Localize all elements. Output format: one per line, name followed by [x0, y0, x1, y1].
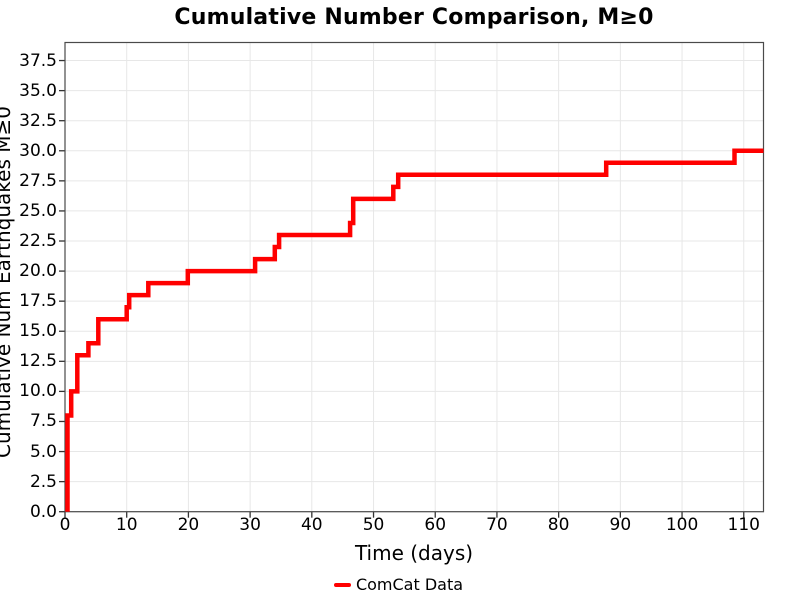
- y-tick-label: 7.5: [29, 411, 57, 432]
- y-tick-label: 22.5: [19, 231, 57, 251]
- x-tick-label: 100: [665, 515, 699, 535]
- legend-line-swatch: [333, 582, 351, 588]
- y-tick-label: 17.5: [19, 291, 57, 312]
- x-tick-label: 20: [177, 515, 200, 535]
- x-tick-label: 0: [59, 515, 71, 535]
- y-tick-label: 20.0: [19, 261, 57, 282]
- y-tick-label: 15.0: [19, 321, 57, 342]
- y-tick-label: 27.5: [19, 170, 57, 191]
- x-tick-label: 60: [424, 515, 447, 535]
- x-tick-label: 90: [609, 515, 632, 535]
- y-tick-label: 35.0: [19, 80, 57, 101]
- chart-title: Cumulative Number Comparison, M≥0: [174, 5, 654, 30]
- x-tick-label: 40: [300, 515, 323, 535]
- comcat-data-line: [65, 148, 764, 512]
- y-tick-label: 0.0: [29, 501, 57, 522]
- plot-border: [64, 41, 765, 513]
- x-tick-label: 30: [239, 515, 261, 535]
- y-tick-label: 37.5: [19, 50, 57, 71]
- legend-label: ComCat Data: [355, 575, 464, 594]
- y-tick-label: 30.0: [19, 140, 57, 161]
- x-tick-label: 50: [362, 515, 385, 535]
- x-axis-label: Time (days): [354, 541, 474, 565]
- x-tick-label: 70: [486, 515, 508, 535]
- x-tick-label: 80: [547, 515, 570, 535]
- y-tick-label: 32.5: [19, 110, 57, 131]
- y-tick-label: 2.5: [29, 471, 57, 492]
- y-tick-label: 10.0: [19, 381, 57, 402]
- y-tick-label: 25.0: [19, 200, 57, 221]
- y-tick-label: 5.0: [29, 441, 57, 462]
- x-tick-label: 110: [727, 515, 760, 535]
- x-tick-label: 10: [115, 515, 138, 535]
- y-tick-label: 12.5: [19, 351, 57, 372]
- legend: ComCat Data: [0, 575, 797, 595]
